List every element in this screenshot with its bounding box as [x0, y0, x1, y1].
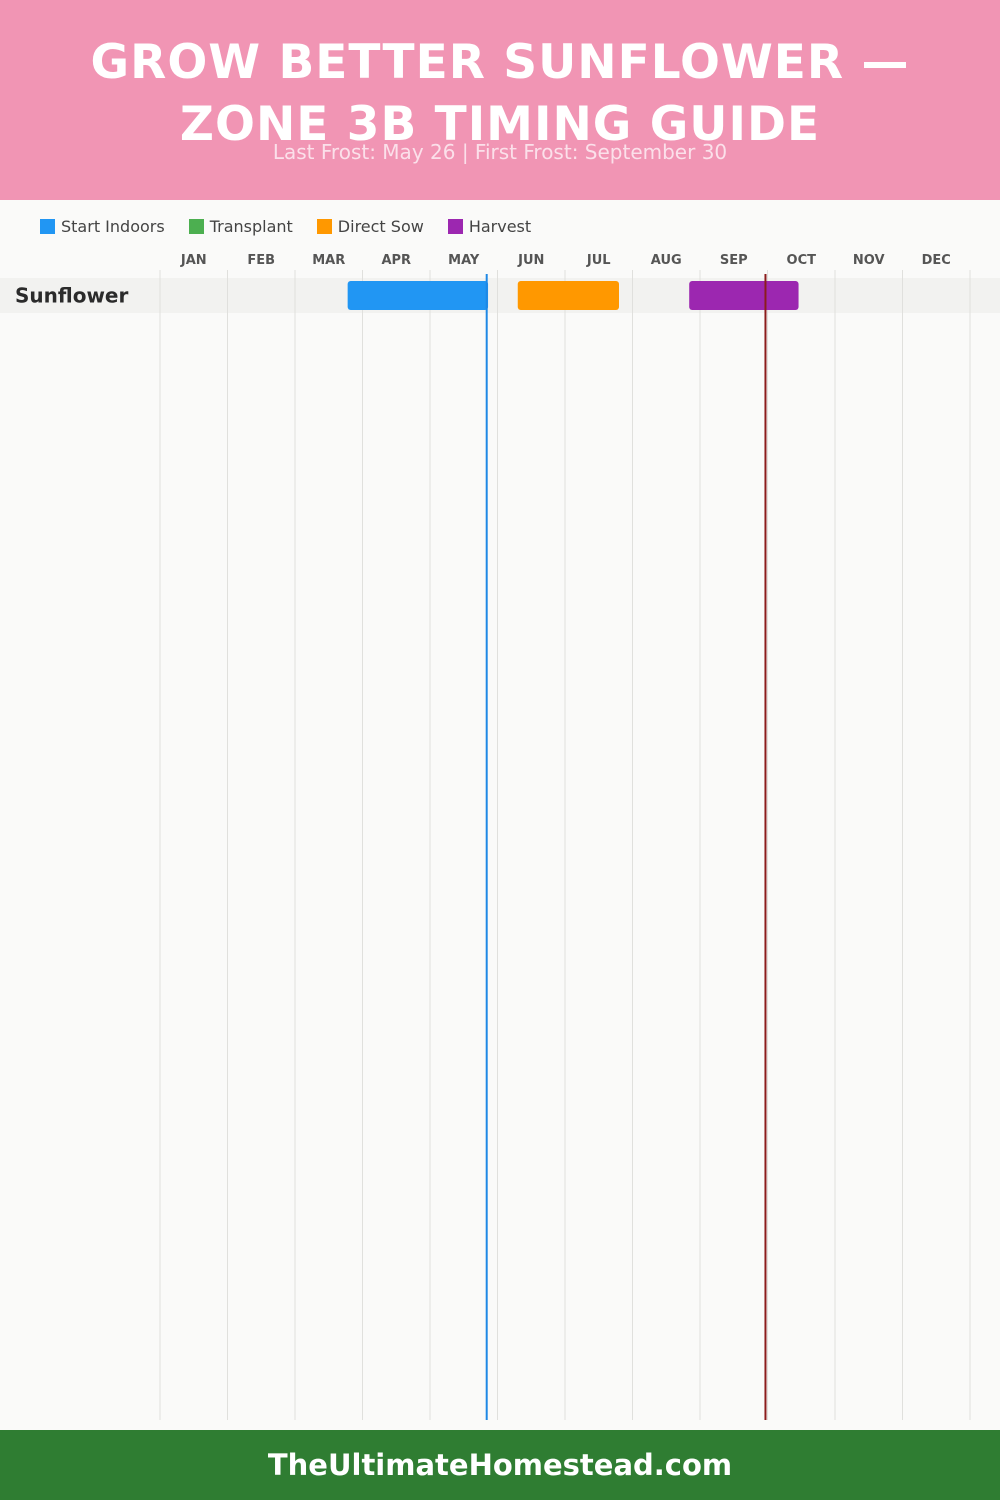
legend-label-direct-sow: Direct Sow: [337, 216, 424, 236]
row-background: [0, 278, 1000, 313]
legend-label-start-indoors: Start Indoors: [61, 216, 165, 236]
month-label-jun: JUN: [517, 253, 544, 268]
legend-item-harvest: Harvest: [447, 216, 532, 236]
legend-label-harvest: Harvest: [468, 216, 532, 236]
bar-harvest: [689, 281, 799, 310]
title-line-2: ZONE 3B TIMING GUIDE: [179, 97, 821, 152]
chart-legend: Start Indoors Transplant Direct Sow Harv…: [40, 214, 531, 238]
month-label-mar: MAR: [312, 253, 345, 268]
month-label-jan: JAN: [180, 253, 207, 268]
planting-timeline-chart: JAN FEB MAR APR MAY JUN JUL AUG SEP OCT NOV DEC Sunf…: [0, 253, 1000, 1420]
footer-site-name: TheUltimateHomestead.com: [267, 1448, 733, 1482]
legend-swatch-harvest: [447, 218, 463, 234]
bar-start-indoors: [347, 281, 489, 310]
legend-swatch-transplant: [188, 218, 204, 234]
legend-swatch-start-indoors: [40, 218, 55, 234]
title-line-1: GROW BETTER SUNFLOWER —: [90, 35, 910, 90]
header-banner: GROW BETTER SUNFLOWER — ZONE 3B TIMING G…: [0, 0, 1000, 200]
frost-dates-subtitle: Last Frost: May 26 | First Frost: Septem…: [272, 140, 728, 164]
month-label-feb: FEB: [247, 253, 275, 268]
legend-item-start-indoors: Start Indoors: [40, 217, 165, 236]
month-label-aug: AUG: [651, 253, 682, 268]
month-label-may: MAY: [448, 253, 480, 268]
page-title: GROW BETTER SUNFLOWER — ZONE 3B TIMING G…: [20, 32, 980, 156]
month-label-dec: DEC: [922, 253, 951, 268]
bar-direct-sow: [517, 281, 619, 310]
row-label: Sunflower: [15, 284, 128, 308]
footer-bar: TheUltimateHomestead.com: [0, 1430, 1000, 1500]
month-label-oct: OCT: [787, 253, 817, 268]
month-label-nov: NOV: [853, 253, 885, 268]
month-label-apr: APR: [381, 253, 411, 268]
legend-item-transplant: Transplant: [188, 216, 293, 236]
legend-swatch-direct-sow: [316, 218, 332, 234]
month-label-jul: JUL: [586, 253, 611, 268]
legend-label-transplant: Transplant: [209, 216, 293, 236]
legend-item-direct-sow: Direct Sow: [316, 216, 424, 236]
month-label-sep: SEP: [720, 253, 748, 268]
